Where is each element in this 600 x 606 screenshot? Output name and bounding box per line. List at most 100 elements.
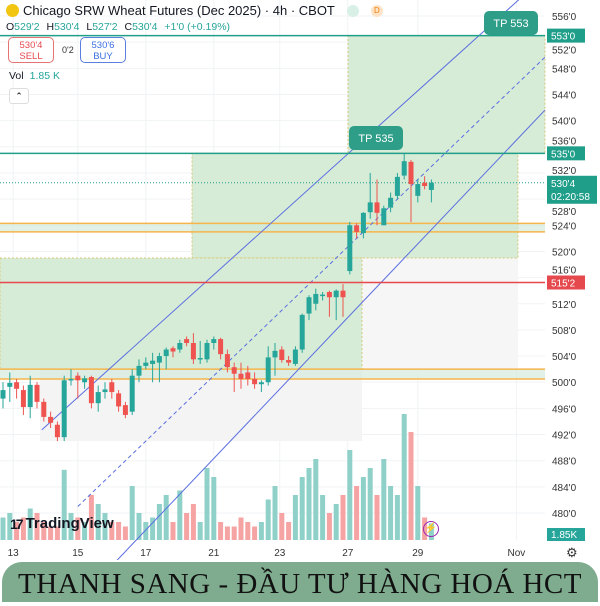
market-open-icon bbox=[346, 4, 359, 17]
candle bbox=[0, 382, 6, 409]
symbol-title[interactable]: Chicago SRW Wheat Futures (Dec 2025) · 4… bbox=[23, 3, 335, 18]
candle-body bbox=[48, 416, 54, 423]
volume-bar bbox=[116, 522, 122, 540]
time-axis-label: 27 bbox=[342, 548, 354, 559]
candle-body bbox=[231, 367, 237, 374]
price-axis-label: 512'0 bbox=[552, 300, 577, 311]
volume-bar bbox=[54, 526, 60, 540]
candle-body bbox=[347, 225, 353, 272]
candle-body bbox=[68, 378, 74, 381]
candle-body bbox=[129, 375, 135, 412]
price-badge-label: 553'0 bbox=[551, 32, 576, 43]
volume-badge-label: 1.85K bbox=[551, 530, 577, 541]
price-axis-label: 484'0 bbox=[552, 483, 577, 494]
candle bbox=[299, 313, 305, 353]
volume-bar bbox=[224, 526, 230, 540]
candle-body bbox=[20, 390, 26, 408]
volume-bar bbox=[218, 522, 224, 540]
candle-body bbox=[184, 339, 190, 343]
candle-body bbox=[197, 358, 203, 360]
volume-bar bbox=[82, 522, 88, 540]
settings-gear-icon[interactable]: ⚙ bbox=[566, 545, 578, 560]
candle-body bbox=[374, 202, 380, 213]
candle bbox=[68, 369, 74, 386]
candle bbox=[408, 159, 414, 223]
candle bbox=[415, 179, 421, 203]
candle bbox=[292, 346, 298, 366]
candle-body bbox=[299, 314, 305, 350]
candle bbox=[265, 346, 271, 386]
candle bbox=[388, 192, 394, 213]
candle bbox=[88, 375, 94, 409]
volume-bar bbox=[245, 522, 251, 540]
volume-bar bbox=[326, 513, 332, 540]
candle bbox=[367, 172, 373, 219]
target-zone-535 bbox=[191, 152, 519, 259]
candle bbox=[116, 390, 122, 412]
candle bbox=[347, 222, 353, 275]
volume-bar bbox=[286, 522, 292, 540]
volume-bar bbox=[299, 477, 305, 540]
price-axis-label: 528'0 bbox=[552, 207, 577, 218]
price-axis-label: 500'0 bbox=[552, 378, 577, 389]
candle-body bbox=[224, 354, 230, 368]
volume-bar bbox=[102, 513, 108, 540]
support-band bbox=[0, 369, 545, 379]
time-axis-label: 17 bbox=[140, 548, 152, 559]
candle-body bbox=[41, 401, 47, 417]
target-zone-519 bbox=[0, 257, 363, 370]
volume-bar bbox=[279, 513, 285, 540]
price-badge bbox=[547, 146, 585, 161]
volume-bar bbox=[408, 432, 414, 540]
price-axis-label: 540'0 bbox=[552, 117, 577, 128]
candle-body bbox=[116, 393, 122, 407]
support-band bbox=[0, 223, 545, 232]
flash-icon[interactable]: ⚡ bbox=[423, 521, 439, 537]
price-axis-label: 504'0 bbox=[552, 352, 577, 363]
low-value: 527'2 bbox=[92, 21, 118, 33]
time-axis-label: 15 bbox=[72, 548, 84, 559]
candle bbox=[150, 352, 156, 383]
candle-body bbox=[122, 405, 128, 415]
volume-bar bbox=[170, 522, 176, 540]
price-axis-label: 508'0 bbox=[552, 326, 577, 337]
candle-body bbox=[204, 343, 210, 360]
candle bbox=[279, 346, 285, 363]
time-axis-label: 23 bbox=[274, 548, 286, 559]
sell-button[interactable]: 530'4 SELL bbox=[8, 37, 54, 63]
volume-bar bbox=[20, 517, 26, 540]
volume-legend: Vol 1.85 K bbox=[9, 70, 60, 82]
price-chart[interactable]: TP 535 TP 553 556'0 552'0 548'0 544'0 540'0 536… bbox=[0, 0, 600, 560]
candle-body bbox=[408, 161, 414, 185]
candle bbox=[218, 337, 224, 360]
candle-body bbox=[381, 208, 387, 226]
price-axis-label: 532'0 bbox=[552, 166, 577, 177]
candle bbox=[61, 375, 67, 442]
tradingview-logo-icon: 17 bbox=[10, 515, 24, 532]
volume-bar bbox=[211, 477, 217, 540]
candle-body bbox=[88, 377, 94, 404]
volume-bar bbox=[265, 499, 271, 540]
candle-body bbox=[265, 357, 271, 383]
price-badge-label: 530'4 bbox=[551, 179, 576, 190]
buy-button[interactable]: 530'6 BUY bbox=[80, 37, 126, 63]
volume-bar bbox=[272, 486, 278, 540]
candle bbox=[374, 179, 380, 226]
volume-bar bbox=[136, 513, 142, 540]
candle bbox=[14, 378, 20, 399]
volume-bar bbox=[367, 468, 373, 540]
candle-body bbox=[279, 349, 285, 361]
candle bbox=[326, 290, 332, 317]
candle-body bbox=[95, 392, 101, 404]
candle bbox=[34, 382, 40, 409]
candle bbox=[20, 385, 26, 415]
volume-bar bbox=[95, 504, 101, 540]
high-value: 530'4 bbox=[54, 21, 80, 33]
spread-value: 0'2 bbox=[62, 45, 74, 55]
collapse-legend-button[interactable]: ⌃ bbox=[9, 88, 29, 104]
brand-banner: THANH SANG - ĐẦU TƯ HÀNG HOÁ HCT bbox=[2, 562, 598, 602]
candle bbox=[354, 223, 360, 239]
candle bbox=[320, 291, 326, 301]
candle-body bbox=[306, 297, 312, 314]
volume-bar bbox=[258, 522, 264, 540]
